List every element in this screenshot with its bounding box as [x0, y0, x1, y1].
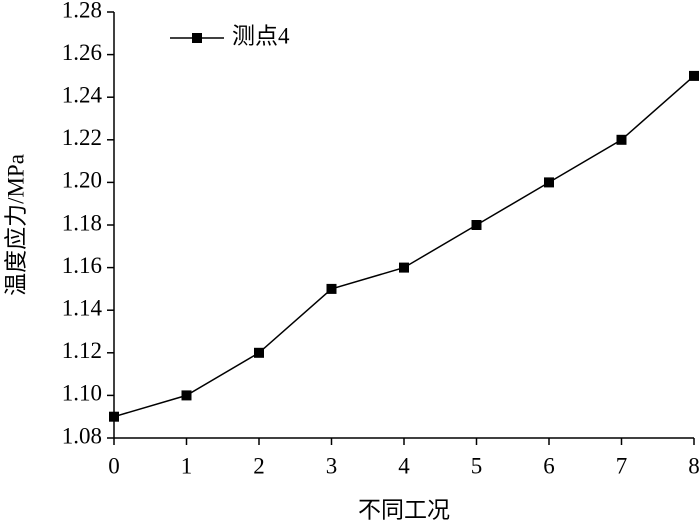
y-axis-label: 温度应力/MPa: [3, 154, 28, 296]
x-tick-label: 0: [108, 453, 120, 478]
legend-marker: [192, 33, 202, 43]
marker: [181, 390, 192, 401]
y-tick-label: 1.10: [62, 381, 102, 406]
marker: [399, 262, 409, 273]
y-tick-label: 1.20: [62, 168, 102, 193]
legend-label: 测点4: [232, 23, 290, 48]
y-tick-label: 1.16: [62, 253, 102, 278]
marker: [616, 134, 627, 145]
marker: [471, 220, 482, 230]
marker: [254, 347, 264, 358]
y-tick-label: 1.14: [62, 295, 103, 320]
y-tick-label: 1.24: [62, 82, 103, 107]
x-tick-label: 1: [181, 453, 193, 478]
marker: [109, 411, 119, 422]
marker: [326, 283, 337, 294]
x-tick-label: 3: [326, 453, 338, 478]
x-axis-label: 不同工况: [358, 497, 450, 522]
marker: [544, 177, 554, 188]
marker: [689, 70, 699, 81]
y-tick-label: 1.12: [62, 338, 102, 363]
y-tick-label: 1.18: [62, 210, 102, 235]
x-tick-label: 5: [471, 453, 483, 478]
y-tick-label: 1.26: [62, 40, 102, 65]
line: [113, 75, 695, 418]
y-tick-label: 1.08: [62, 423, 102, 448]
x-tick-label: 6: [543, 453, 555, 478]
x-tick-label: 4: [398, 453, 410, 478]
x-tick-label: 2: [253, 453, 265, 478]
x-tick-label: 8: [688, 453, 700, 478]
y-tick-label: 1.22: [62, 125, 102, 150]
x-tick-label: 7: [616, 453, 628, 478]
y-tick-label: 1.28: [62, 0, 102, 22]
